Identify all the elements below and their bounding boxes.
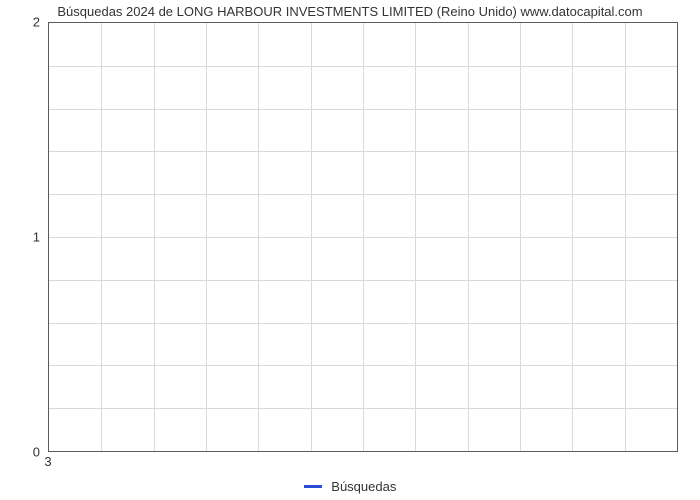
x-axis-tick-label: 3 <box>44 454 51 469</box>
grid-line-horizontal-minor <box>49 194 677 195</box>
grid-line-horizontal-minor <box>49 109 677 110</box>
legend-swatch-busquedas <box>304 485 322 488</box>
y-axis-tick-label: 0 <box>10 445 40 460</box>
grid-line-horizontal-minor <box>49 365 677 366</box>
grid-line-horizontal <box>49 237 677 238</box>
grid-line-horizontal-minor <box>49 66 677 67</box>
grid-line-horizontal-minor <box>49 323 677 324</box>
chart-title: Búsquedas 2024 de LONG HARBOUR INVESTMEN… <box>0 4 700 19</box>
grid-line-horizontal-minor <box>49 408 677 409</box>
legend-label: Búsquedas <box>331 479 396 494</box>
chart-container: Búsquedas 2024 de LONG HARBOUR INVESTMEN… <box>0 0 700 500</box>
grid-line-horizontal-minor <box>49 280 677 281</box>
legend: Búsquedas <box>0 478 700 494</box>
plot-area <box>48 22 678 452</box>
grid-line-horizontal-minor <box>49 151 677 152</box>
y-axis-tick-label: 1 <box>10 230 40 245</box>
y-axis-tick-label: 2 <box>10 15 40 30</box>
